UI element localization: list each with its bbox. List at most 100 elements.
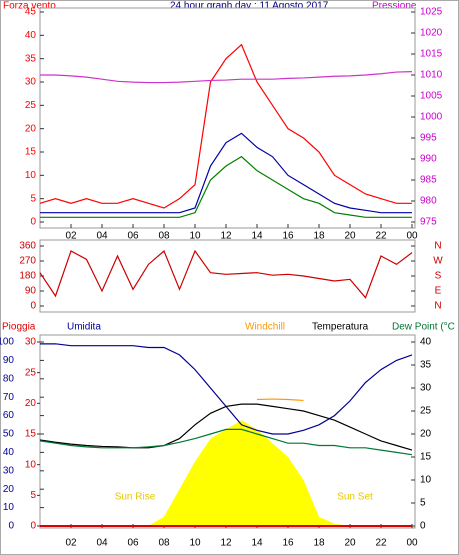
- x-tick-label: 20: [344, 231, 356, 242]
- y2-tick-label: 1015: [420, 49, 443, 60]
- y2-tick-label: 1010: [420, 70, 443, 81]
- wind-label: Forza vento: [3, 1, 56, 12]
- y2-tick-label: 40: [420, 337, 432, 348]
- y-tick-label: 70: [3, 392, 15, 403]
- y-tick-label: 90: [3, 355, 15, 366]
- y2-tick-label: E: [435, 286, 442, 297]
- x-tick-label: 18: [313, 231, 325, 242]
- y-tick-label: 20: [25, 123, 37, 134]
- series-line: [39, 403, 413, 451]
- legend-label: Pioggia: [2, 322, 36, 333]
- x-tick-label: 22: [375, 231, 387, 242]
- y2-tick-label: 1000: [420, 112, 443, 123]
- legend-label: Umidita: [67, 322, 101, 333]
- x-tick-label: 10: [189, 231, 201, 242]
- y-tick-label: 100: [0, 337, 14, 348]
- x-tick-label: 02: [65, 231, 77, 242]
- x-tick-label: 16: [282, 538, 294, 549]
- x-tick-label: 14: [251, 231, 263, 242]
- x-tick-label: 00: [406, 231, 418, 242]
- x-tick-label: 08: [158, 538, 170, 549]
- x-tick-label: 04: [96, 538, 108, 549]
- annotation: Sun Set: [337, 492, 373, 503]
- y3-tick-label: 20: [25, 398, 37, 409]
- y2-tick-label: N: [434, 241, 441, 252]
- x-tick-label: 14: [251, 538, 263, 549]
- x-tick-label: 16: [282, 231, 294, 242]
- y2-tick-label: 30: [420, 383, 432, 394]
- x-tick-label: 06: [127, 538, 139, 549]
- y2-tick-label: 1005: [420, 91, 443, 102]
- y3-tick-label: 5: [30, 490, 36, 501]
- x-tick-label: 06: [127, 231, 139, 242]
- y-tick-label: 0: [8, 521, 14, 532]
- y-tick-label: 0: [30, 301, 36, 312]
- y2-tick-label: 35: [420, 360, 432, 371]
- plot-frame: [39, 239, 416, 313]
- y-tick-label: 180: [19, 271, 36, 282]
- series-line: [40, 155, 412, 218]
- y-tick-label: 25: [25, 100, 37, 111]
- y2-tick-label: 975: [420, 217, 437, 228]
- y2-tick-label: 20: [420, 429, 432, 440]
- series-line: [256, 398, 304, 402]
- y2-tick-label: 15: [420, 452, 432, 463]
- y-tick-label: 80: [3, 373, 15, 384]
- y-tick-label: 270: [19, 256, 36, 267]
- y2-tick-label: 1025: [420, 7, 443, 18]
- y2-tick-label: 985: [420, 175, 437, 186]
- y-tick-label: 10: [3, 502, 15, 513]
- y2-tick-label: S: [435, 271, 442, 282]
- annotation: Sun Rise: [115, 492, 156, 503]
- y-tick-label: 0: [30, 217, 36, 228]
- plot-frame: [39, 7, 416, 229]
- y3-tick-label: 30: [25, 337, 37, 348]
- series-line: [39, 428, 413, 456]
- y-tick-label: 40: [3, 447, 15, 458]
- y-tick-label: 30: [25, 77, 37, 88]
- legend-label: Temperatura: [312, 322, 369, 333]
- x-tick-label: 18: [313, 538, 325, 549]
- y-tick-label: 45: [25, 7, 37, 18]
- y2-tick-label: 1020: [420, 28, 443, 39]
- y-tick-label: 40: [25, 30, 37, 41]
- y2-tick-label: 980: [420, 196, 437, 207]
- x-tick-label: 10: [189, 538, 201, 549]
- y2-tick-label: 10: [420, 475, 432, 486]
- series-line: [39, 249, 413, 299]
- y-tick-label: 15: [25, 147, 37, 158]
- y3-tick-label: 10: [25, 459, 37, 470]
- x-tick-label: 02: [65, 538, 77, 549]
- y3-tick-label: 15: [25, 429, 37, 440]
- x-tick-label: 08: [158, 231, 170, 242]
- legend-label: Dew Point (°C: [392, 322, 455, 333]
- y-tick-label: 60: [3, 410, 15, 421]
- pressure-label: Pressione: [372, 1, 417, 12]
- solar-area: [40, 420, 412, 526]
- x-tick-label: 12: [220, 231, 232, 242]
- y-tick-label: 30: [3, 465, 15, 476]
- y3-tick-label: 0: [30, 521, 36, 532]
- series-line: [40, 132, 412, 214]
- y-tick-label: 35: [25, 53, 37, 64]
- y-tick-label: 50: [3, 429, 15, 440]
- y-tick-label: 360: [19, 241, 36, 252]
- x-tick-label: 00: [406, 538, 418, 549]
- y2-tick-label: N: [434, 301, 441, 312]
- legend-label: Windchill: [245, 322, 285, 333]
- x-tick-label: 12: [220, 538, 232, 549]
- y3-tick-label: 25: [25, 367, 37, 378]
- y2-tick-label: 990: [420, 154, 437, 165]
- y2-tick-label: W: [433, 256, 443, 267]
- y2-tick-label: 5: [420, 498, 426, 509]
- y2-tick-label: 25: [420, 406, 432, 417]
- series-line: [40, 71, 413, 84]
- series-line: [39, 43, 412, 209]
- chart-title: 24 hour graph day : 11 Agosto 2017: [170, 1, 329, 12]
- x-tick-label: 20: [344, 538, 356, 549]
- y-tick-label: 20: [3, 484, 15, 495]
- y2-tick-label: 995: [420, 133, 437, 144]
- y2-tick-label: 0: [420, 521, 426, 532]
- x-tick-label: 22: [375, 538, 387, 549]
